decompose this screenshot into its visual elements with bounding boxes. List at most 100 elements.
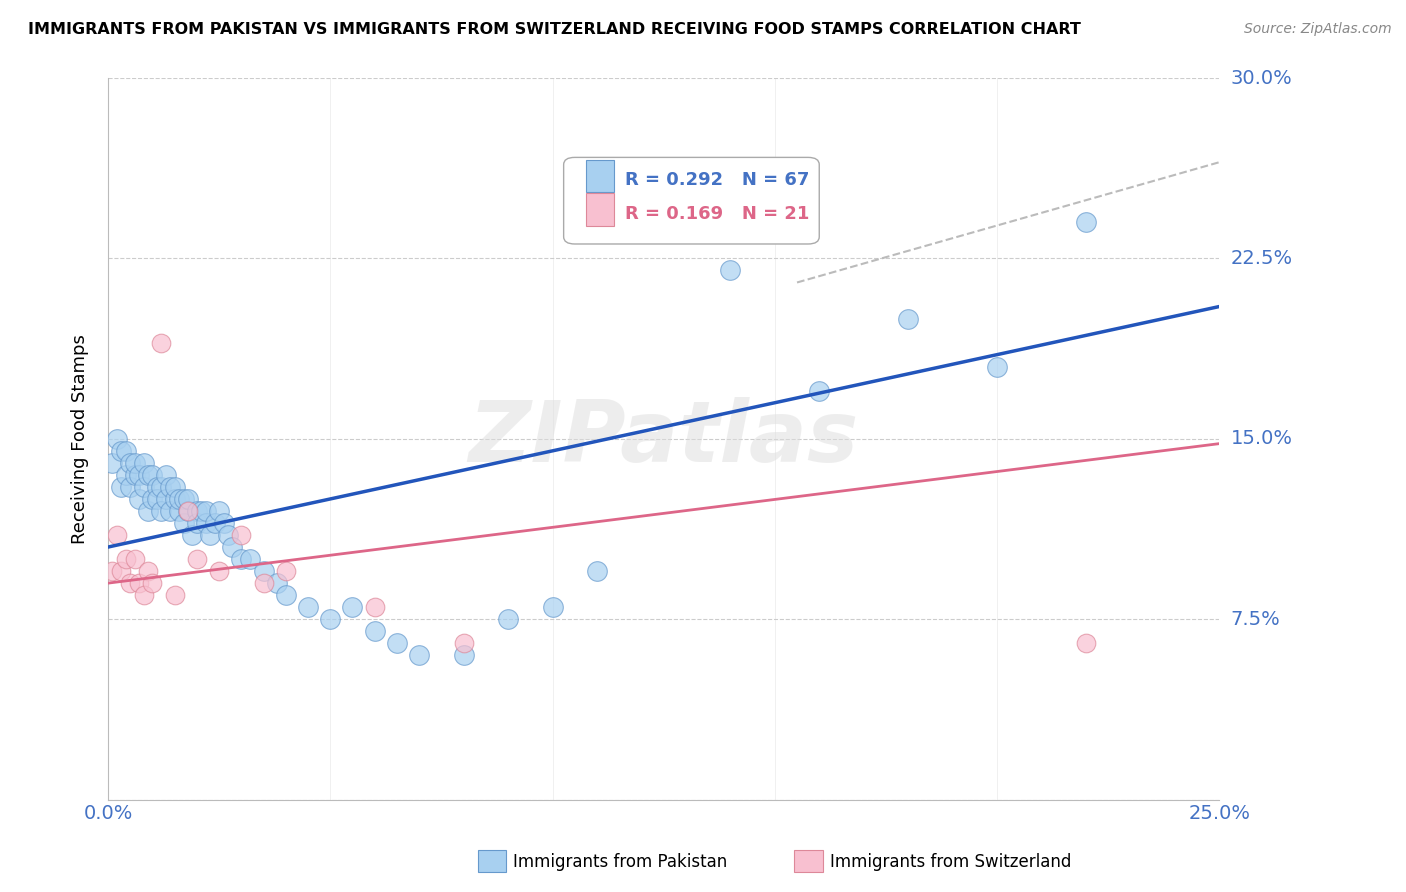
Point	[141, 467, 163, 482]
Point	[128, 467, 150, 482]
Point	[124, 552, 146, 566]
Point	[177, 504, 200, 518]
Point	[128, 576, 150, 591]
Point	[120, 456, 142, 470]
Text: 7.5%: 7.5%	[1230, 610, 1281, 629]
Point	[186, 552, 208, 566]
Point	[897, 311, 920, 326]
Point	[266, 576, 288, 591]
Point	[364, 624, 387, 639]
Point	[114, 443, 136, 458]
Y-axis label: Receiving Food Stamps: Receiving Food Stamps	[72, 334, 89, 544]
Point	[364, 600, 387, 615]
Point	[120, 480, 142, 494]
Point	[274, 588, 297, 602]
Point	[808, 384, 831, 398]
Point	[208, 564, 231, 578]
Point	[141, 491, 163, 506]
FancyBboxPatch shape	[564, 157, 820, 244]
Point	[124, 467, 146, 482]
Text: 30.0%: 30.0%	[1230, 69, 1292, 87]
Point	[212, 516, 235, 530]
Point	[496, 612, 519, 626]
Text: 15.0%: 15.0%	[1230, 429, 1292, 449]
Point	[159, 504, 181, 518]
Point	[194, 516, 217, 530]
Point	[173, 516, 195, 530]
Point	[194, 504, 217, 518]
Point	[541, 600, 564, 615]
Point	[141, 576, 163, 591]
Point	[167, 491, 190, 506]
Point	[630, 191, 652, 205]
Point	[163, 491, 186, 506]
Point	[453, 636, 475, 650]
Point	[110, 443, 132, 458]
Text: R = 0.292   N = 67: R = 0.292 N = 67	[624, 171, 808, 189]
Point	[136, 467, 159, 482]
Text: Immigrants from Pakistan: Immigrants from Pakistan	[513, 853, 727, 871]
Point	[718, 263, 741, 277]
Point	[408, 648, 430, 663]
Point	[146, 480, 169, 494]
Point	[177, 491, 200, 506]
Point	[1074, 636, 1097, 650]
Point	[204, 516, 226, 530]
Point	[159, 480, 181, 494]
Text: Immigrants from Switzerland: Immigrants from Switzerland	[830, 853, 1071, 871]
Point	[200, 528, 222, 542]
Point	[231, 552, 253, 566]
FancyBboxPatch shape	[586, 160, 613, 192]
Text: ZIPatlas: ZIPatlas	[468, 397, 859, 480]
Point	[177, 504, 200, 518]
Point	[114, 467, 136, 482]
Point	[167, 504, 190, 518]
Point	[128, 491, 150, 506]
Point	[190, 504, 212, 518]
Point	[319, 612, 342, 626]
Point	[101, 564, 124, 578]
Point	[342, 600, 364, 615]
Text: 22.5%: 22.5%	[1230, 249, 1292, 268]
Point	[217, 528, 239, 542]
Point	[186, 504, 208, 518]
Point	[453, 648, 475, 663]
Point	[124, 456, 146, 470]
Point	[150, 480, 173, 494]
FancyBboxPatch shape	[586, 194, 613, 226]
Point	[231, 528, 253, 542]
Point	[114, 552, 136, 566]
Point	[155, 491, 177, 506]
Point	[136, 564, 159, 578]
Point	[101, 456, 124, 470]
Point	[186, 516, 208, 530]
Point	[110, 564, 132, 578]
Point	[120, 576, 142, 591]
Point	[1074, 215, 1097, 229]
Point	[163, 480, 186, 494]
Point	[274, 564, 297, 578]
Point	[297, 600, 319, 615]
Point	[110, 480, 132, 494]
Point	[221, 540, 243, 554]
Point	[239, 552, 262, 566]
Point	[586, 564, 609, 578]
Point	[132, 456, 155, 470]
Point	[132, 480, 155, 494]
Point	[181, 528, 204, 542]
Point	[163, 588, 186, 602]
Point	[150, 335, 173, 350]
Point	[252, 564, 274, 578]
Point	[136, 504, 159, 518]
Point	[150, 504, 173, 518]
Point	[252, 576, 274, 591]
Text: IMMIGRANTS FROM PAKISTAN VS IMMIGRANTS FROM SWITZERLAND RECEIVING FOOD STAMPS CO: IMMIGRANTS FROM PAKISTAN VS IMMIGRANTS F…	[28, 22, 1081, 37]
Point	[105, 432, 128, 446]
Point	[105, 528, 128, 542]
Text: Source: ZipAtlas.com: Source: ZipAtlas.com	[1244, 22, 1392, 37]
Point	[986, 359, 1008, 374]
Text: R = 0.169   N = 21: R = 0.169 N = 21	[624, 204, 808, 223]
Point	[173, 491, 195, 506]
Point	[132, 588, 155, 602]
Point	[155, 467, 177, 482]
